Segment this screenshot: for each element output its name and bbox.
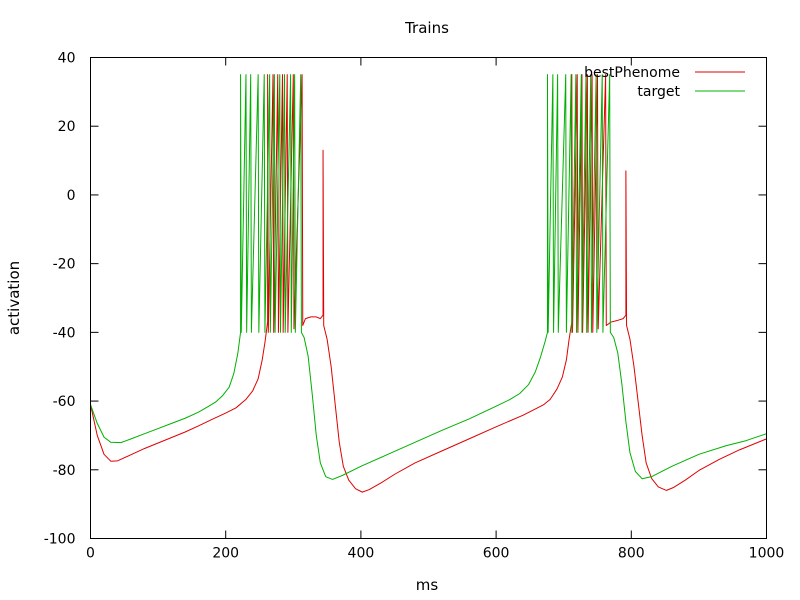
series-line-target xyxy=(90,74,767,480)
x-tick-label: 800 xyxy=(618,546,645,562)
y-tick-label: -60 xyxy=(53,394,76,410)
x-tick-label: 200 xyxy=(212,546,239,562)
plot-area xyxy=(90,74,767,493)
x-tick-label: 0 xyxy=(86,546,95,562)
plot-frame xyxy=(90,57,767,539)
x-tick-label: 1000 xyxy=(749,546,785,562)
series-line-bestphenome xyxy=(90,74,767,493)
legend-label-target: target xyxy=(637,84,680,100)
legend-label-bestphenome: bestPhenome xyxy=(584,65,680,81)
legend: bestPhenome target xyxy=(584,65,745,100)
y-tick-label: -40 xyxy=(53,325,76,341)
y-tick-label: 20 xyxy=(58,119,76,135)
y-tick-label: 0 xyxy=(67,188,76,204)
y-tick-label: -20 xyxy=(53,257,76,273)
y-tick-label: 40 xyxy=(58,51,76,67)
chart-title: Trains xyxy=(404,19,449,37)
y-tick-label: -80 xyxy=(53,463,76,479)
x-tick-label: 600 xyxy=(483,546,510,562)
x-axis-label: ms xyxy=(416,576,439,594)
y-tick-label: -100 xyxy=(44,532,76,548)
x-tick-label: 400 xyxy=(348,546,375,562)
y-axis-label: activation xyxy=(5,261,23,335)
axis-ticks: 0 200 400 600 800 1000 -100 -80 -60 -40 -20 0 20 40 xyxy=(44,51,785,562)
